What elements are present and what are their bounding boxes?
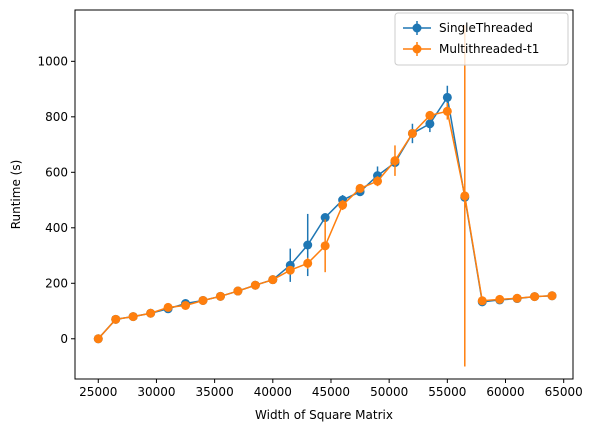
data-point — [146, 308, 156, 318]
legend-marker — [412, 23, 422, 33]
legend-box — [394, 12, 569, 66]
legend-label: Multithreaded-t1 — [439, 42, 539, 56]
data-point — [442, 106, 452, 116]
data-point — [320, 241, 330, 251]
data-point — [250, 280, 260, 290]
data-point — [285, 265, 295, 275]
x-tick-label: 30000 — [137, 385, 175, 399]
x-tick-label: 50000 — [370, 385, 408, 399]
legend-label: SingleThreaded — [439, 21, 533, 35]
data-point — [163, 302, 173, 312]
data-point — [425, 119, 435, 129]
plot-area — [74, 9, 574, 380]
y-tick-label: 0 — [60, 332, 68, 346]
data-point — [512, 293, 522, 303]
series-1 — [93, 25, 557, 367]
legend-marker — [412, 44, 422, 54]
data-point — [495, 294, 505, 304]
x-axis: 25000 30000 35000 40000 45000 50000 55000 60000… — [79, 379, 583, 399]
data-point — [373, 176, 383, 186]
y-tick-label: 600 — [45, 165, 68, 179]
data-point — [303, 240, 313, 250]
data-point — [111, 314, 121, 324]
data-point — [547, 291, 557, 301]
y-tick-label: 1000 — [37, 54, 68, 68]
data-point — [355, 183, 365, 193]
y-axis: 0 200 400 600 800 1000 — [37, 54, 75, 346]
series-0 — [93, 85, 557, 344]
data-point — [215, 291, 225, 301]
data-point — [268, 275, 278, 285]
y-tick-label: 200 — [45, 276, 68, 290]
x-axis-label: Width of Square Matrix — [255, 408, 393, 422]
data-point — [93, 334, 103, 344]
x-tick-label: 35000 — [196, 385, 234, 399]
data-point — [442, 92, 452, 102]
series-layer — [93, 25, 557, 367]
data-point — [303, 258, 313, 268]
x-tick-label: 65000 — [545, 385, 583, 399]
data-point — [390, 156, 400, 166]
x-tick-label: 40000 — [254, 385, 292, 399]
data-point — [128, 312, 138, 322]
data-point — [425, 110, 435, 120]
y-tick-label: 400 — [45, 221, 68, 235]
data-point — [338, 200, 348, 210]
data-point — [233, 286, 243, 296]
x-tick-label: 25000 — [79, 385, 117, 399]
plot-frame — [74, 9, 574, 380]
data-point — [198, 295, 208, 305]
y-tick-label: 800 — [45, 110, 68, 124]
data-point — [460, 191, 470, 201]
data-point — [407, 128, 417, 138]
x-tick-label: 45000 — [312, 385, 350, 399]
y-axis-label: Runtime (s) — [9, 160, 23, 230]
data-point — [320, 213, 330, 223]
x-tick-label: 60000 — [486, 385, 524, 399]
x-tick-label: 55000 — [428, 385, 466, 399]
data-point — [181, 300, 191, 310]
data-point — [477, 296, 487, 306]
data-point — [530, 292, 540, 302]
legend: SingleThreaded Multithreaded-t1 — [394, 12, 569, 66]
